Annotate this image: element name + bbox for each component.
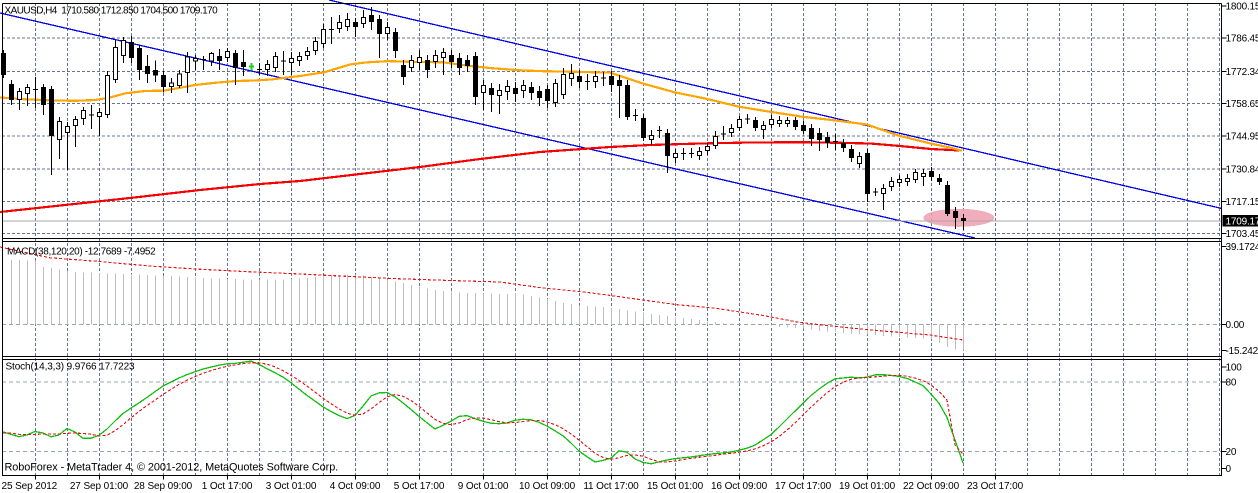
svg-text:23 Oct 17:00: 23 Oct 17:00 <box>967 481 1024 492</box>
svg-text:16 Oct 09:00: 16 Oct 09:00 <box>711 481 768 492</box>
svg-text:25 Sep 2012: 25 Sep 2012 <box>2 481 58 492</box>
svg-text:RoboForex - MetaTrader 4, © 20: RoboForex - MetaTrader 4, © 2001-2012, M… <box>5 462 339 474</box>
svg-text:20: 20 <box>1226 447 1237 458</box>
svg-text:1800.15: 1800.15 <box>1226 2 1258 13</box>
svg-text:1758.65: 1758.65 <box>1226 99 1258 110</box>
svg-text:1703.45: 1703.45 <box>1226 229 1258 240</box>
svg-text:27 Sep 01:00: 27 Sep 01:00 <box>70 481 129 492</box>
svg-text:11 Oct 17:00: 11 Oct 17:00 <box>583 481 639 492</box>
svg-text:4 Oct 09:00: 4 Oct 09:00 <box>330 481 381 492</box>
svg-text:-15.2423: -15.2423 <box>1226 346 1258 357</box>
svg-text:Stoch(14,3,3) 9.9766 17.7223: Stoch(14,3,3) 9.9766 17.7223 <box>6 362 136 373</box>
svg-text:80: 80 <box>1226 378 1237 389</box>
svg-text:1786.45: 1786.45 <box>1226 34 1258 45</box>
svg-text:0.00: 0.00 <box>1226 320 1245 331</box>
svg-text:28 Sep 09:00: 28 Sep 09:00 <box>134 481 193 492</box>
svg-text:17 Oct 17:00: 17 Oct 17:00 <box>775 481 832 492</box>
svg-text:1744.95: 1744.95 <box>1226 131 1258 142</box>
svg-text:1717.15: 1717.15 <box>1226 197 1258 208</box>
svg-text:MACD(38,120,20) -12.7689 -7.49: MACD(38,120,20) -12.7689 -7.4952 <box>7 247 156 258</box>
svg-text:5 Oct 17:00: 5 Oct 17:00 <box>394 481 445 492</box>
svg-text:1709.17: 1709.17 <box>1226 216 1258 227</box>
svg-text:0: 0 <box>1226 464 1232 475</box>
svg-text:3 Oct 01:00: 3 Oct 01:00 <box>266 481 317 492</box>
svg-text:39.1724: 39.1724 <box>1226 242 1258 253</box>
svg-text:1772.34: 1772.34 <box>1226 67 1258 78</box>
svg-text:19 Oct 01:00: 19 Oct 01:00 <box>839 481 896 492</box>
svg-text:XAUUSD,H4 1710.580 1712.850 1: XAUUSD,H4 1710.580 1712.850 1704.500 170… <box>5 6 219 17</box>
svg-text:15 Oct 01:00: 15 Oct 01:00 <box>647 481 704 492</box>
svg-text:9 Oct 01:00: 9 Oct 01:00 <box>458 481 509 492</box>
svg-text:22 Oct 09:00: 22 Oct 09:00 <box>903 481 960 492</box>
svg-text:10 Oct 09:00: 10 Oct 09:00 <box>519 481 576 492</box>
svg-text:1 Oct 17:00: 1 Oct 17:00 <box>202 481 253 492</box>
svg-text:100: 100 <box>1226 362 1243 373</box>
svg-text:1730.84: 1730.84 <box>1226 165 1258 176</box>
